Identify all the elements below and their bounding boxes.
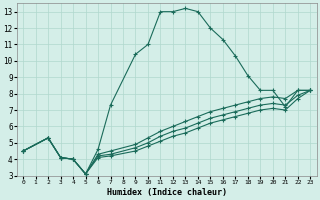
X-axis label: Humidex (Indice chaleur): Humidex (Indice chaleur) <box>107 188 227 197</box>
